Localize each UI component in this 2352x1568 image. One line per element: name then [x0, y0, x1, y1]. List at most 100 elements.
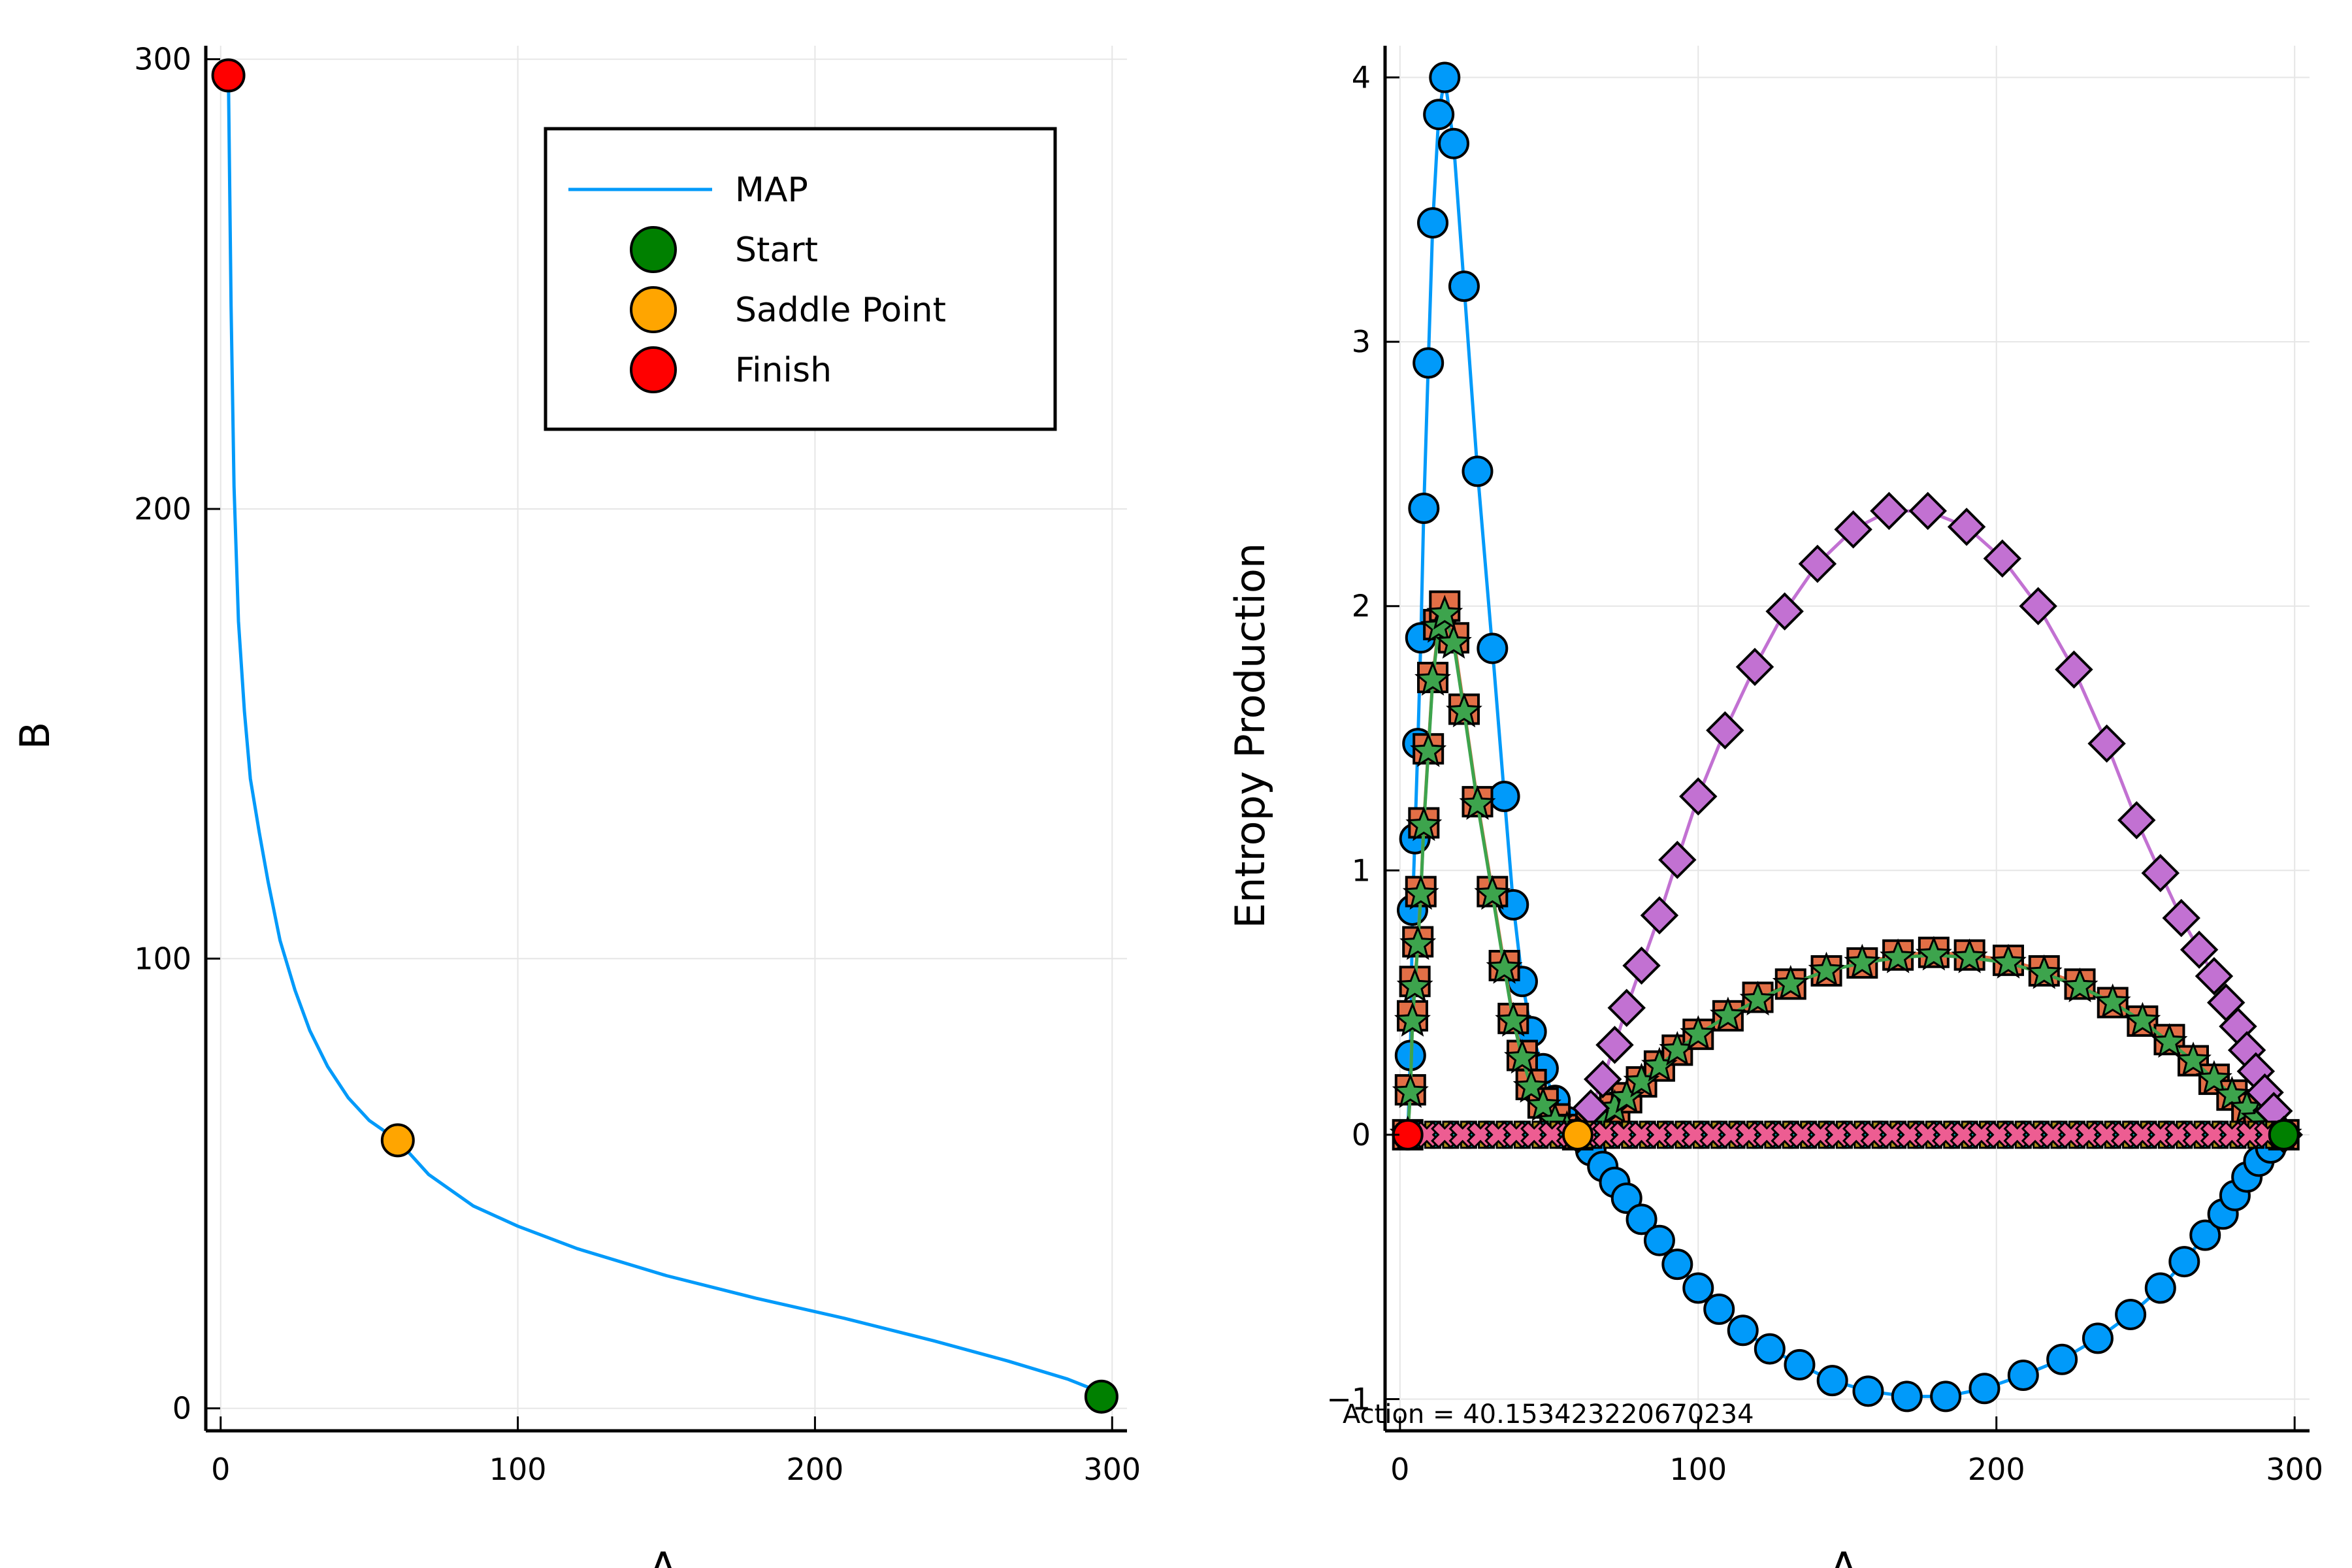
entropy-series-2-point: [1727, 1315, 1759, 1347]
entropy-series-5-point: [2141, 854, 2180, 892]
map-plot-x-tick-label: 0: [211, 1452, 230, 1487]
entropy-series-2-point: [2144, 1272, 2176, 1304]
entropy-series-2-point: [1661, 1249, 1693, 1281]
entropy-series-5-point: [1595, 1026, 1634, 1064]
entropy-series-5-point: [1834, 510, 1872, 549]
legend-finish-label: Finish: [735, 351, 832, 390]
map-plot-axes: 0 100 200 300 0 100 200 300: [134, 42, 1141, 1487]
entropy-series-4-point: [1486, 949, 1523, 984]
entropy-series-4-point: [1426, 595, 1463, 630]
entropy-series-5-point: [1947, 508, 1986, 546]
entropy-series-4-point: [1504, 1039, 1541, 1074]
entropy-series-4-point: [1951, 938, 1988, 973]
entropy-series-4-point: [1474, 875, 1511, 910]
legend-saddle-label: Saddle Point: [735, 291, 946, 330]
map-plot-y-tick-label: 200: [134, 491, 191, 527]
saddle-point-point: [380, 1123, 415, 1158]
finish-point: [211, 58, 246, 93]
entropy-series-4-point: [1396, 967, 1433, 1003]
entropy-plot-x-tick-label: 200: [1968, 1452, 2025, 1487]
entropy-series-4-point: [2124, 1002, 2161, 1037]
entropy-series-5-point: [1658, 840, 1697, 879]
entropy-series-4-point: [1680, 1015, 1717, 1050]
entropy-series-5-point: [1622, 946, 1661, 985]
entropy-series-5-point: [2019, 587, 2057, 625]
entropy-series-1-point: [1462, 455, 1494, 487]
entropy-series-4-point: [1525, 1086, 1561, 1122]
entropy-plot-y-tick-label: 0: [1352, 1117, 1371, 1152]
entropy-series-5-point: [2087, 724, 2126, 763]
legend-map-label: MAP: [735, 171, 808, 210]
entropy-series-9-point: [2268, 1119, 2300, 1151]
map-plot-x-axis-label: A: [649, 1543, 677, 1568]
entropy-series-4-point: [2094, 983, 2131, 1019]
entropy-plot-data: [1389, 61, 2303, 1413]
entropy-series-2-point: [1754, 1333, 1786, 1365]
entropy-series-5-point: [1983, 539, 2022, 578]
entropy-series-5-point: [1640, 896, 1679, 935]
entropy-plot-y-tick-label: 1: [1352, 853, 1371, 888]
entropy-series-1-point: [1413, 347, 1445, 379]
entropy-series-4-point: [1405, 806, 1443, 841]
legend-start-marker: [630, 226, 677, 273]
legend-box: [544, 127, 1057, 431]
entropy-series-4-point: [1394, 1002, 1431, 1037]
entropy-series-1-point: [1488, 781, 1520, 813]
entropy-series-5-point: [2180, 930, 2219, 969]
entropy-series-4-point: [1710, 996, 1746, 1032]
map-path-plot: 0 100 200 300 0 100 200 300 A B MAP Start Saddl…: [11, 42, 1141, 1568]
map-plot-x-tick-label: 200: [787, 1452, 844, 1487]
map-line: [227, 75, 1102, 1394]
map-plot-data: [211, 58, 1119, 1414]
entropy-series-4-point: [1739, 981, 1776, 1016]
map-plot-y-tick-label: 0: [172, 1391, 191, 1426]
entropy-series-4-point: [1446, 693, 1482, 728]
entropy-series-2-point: [2082, 1322, 2114, 1354]
entropy-series-5-point: [1583, 1060, 1622, 1099]
entropy-plot-x-tick-label: 300: [2266, 1452, 2323, 1487]
entropy-series-2-point: [1930, 1380, 1962, 1413]
entropy-series-4-point: [1392, 1073, 1429, 1108]
entropy-series-4-point: [1990, 943, 2027, 979]
entropy-plot-y-tick-label: 3: [1352, 324, 1371, 359]
start-point: [1084, 1379, 1119, 1414]
legend: MAP Start Saddle Point Finish: [544, 127, 1057, 431]
map-plot-x-tick-label: 300: [1083, 1452, 1141, 1487]
entropy-series-5-point: [1870, 491, 1908, 531]
entropy-series-1-point: [1417, 207, 1449, 239]
entropy-series-4-point: [1399, 925, 1437, 960]
entropy-plot-y-tick-label: 2: [1352, 589, 1371, 624]
entropy-series-2-point: [1682, 1272, 1714, 1304]
action-annotation: Action = 40.153423220670234: [1343, 1399, 1754, 1429]
entropy-series-4-point: [2175, 1041, 2212, 1077]
entropy-series-5-point: [2055, 650, 2093, 689]
entropy-series-4-point: [1880, 938, 1917, 973]
entropy-plot-x-tick-label: 100: [1669, 1452, 1727, 1487]
entropy-series-4-point: [1495, 1002, 1532, 1037]
entropy-series-4-point: [2061, 967, 2099, 1003]
entropy-series-4-point: [1402, 875, 1439, 910]
entropy-series-2-point: [1852, 1375, 1884, 1407]
map-plot-y-tick-label: 300: [134, 42, 191, 77]
entropy-series-4-point: [1808, 951, 1845, 987]
entropy-series-2-point: [1643, 1224, 1675, 1256]
entropy-series-2-point: [2115, 1298, 2147, 1330]
entropy-plot-y-axis-label: Entropy Production: [1226, 543, 1274, 928]
entropy-series-4-point: [2151, 1022, 2188, 1058]
entropy-series-5-point: [1607, 988, 1646, 1027]
entropy-series-2-point: [2189, 1219, 2221, 1251]
map-plot-y-tick-label: 100: [134, 941, 191, 976]
entropy-series-5-point: [1706, 711, 1744, 750]
entropy-series-1-point: [1423, 99, 1455, 131]
entropy-series-4-point: [1410, 732, 1447, 768]
entropy-series-2-point: [1816, 1365, 1848, 1397]
entropy-series-4-point: [2025, 954, 2063, 989]
entropy-series-5-point: [1735, 647, 1774, 686]
entropy-production-plot: 0 100 200 300 −1 0 1 2 3 4 A Entropy Production A…: [1226, 46, 2323, 1568]
entropy-plot-y-tick-label: −1: [1326, 1381, 1371, 1416]
entropy-series-1-point: [1437, 127, 1469, 159]
entropy-series-1-point: [1408, 493, 1440, 525]
entropy-plot-y-tick-label: 4: [1352, 60, 1371, 95]
entropy-series-5-point: [1908, 491, 1947, 531]
